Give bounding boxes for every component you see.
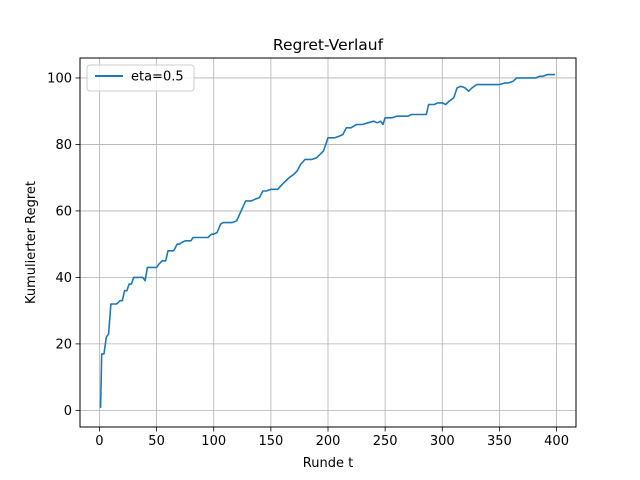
grid-layer — [80, 58, 576, 427]
x-tick-label: 300 — [430, 434, 455, 449]
y-tick-label: 0 — [64, 404, 72, 419]
tick-layer: 0 50 100 150 200 250 300 350 400 0 20 40 60 80 100 — [47, 71, 569, 449]
x-tick-label: 100 — [201, 434, 226, 449]
y-tick-label: 40 — [55, 271, 72, 286]
y-axis-label: Kumulierter Regret — [24, 181, 39, 304]
x-tick-label: 250 — [373, 434, 398, 449]
x-tick-label: 50 — [148, 434, 165, 449]
y-tick-label: 100 — [47, 71, 72, 86]
x-tick-label: 200 — [316, 434, 341, 449]
legend: eta=0.5 — [86, 64, 195, 92]
x-tick-label: 400 — [544, 434, 569, 449]
y-tick-label: 20 — [55, 337, 72, 352]
series-line — [99, 73, 556, 408]
x-tick-label: 350 — [487, 434, 512, 449]
legend-box — [86, 64, 195, 92]
legend-label: eta=0.5 — [131, 70, 184, 85]
x-axis-label: Runde t — [303, 456, 353, 471]
chart-title: Regret-Verlauf — [273, 36, 384, 54]
plot-layer — [99, 73, 556, 408]
y-tick-label: 80 — [55, 138, 72, 153]
x-tick-label: 0 — [95, 434, 103, 449]
y-tick-label: 60 — [55, 204, 72, 219]
x-tick-label: 150 — [258, 434, 283, 449]
